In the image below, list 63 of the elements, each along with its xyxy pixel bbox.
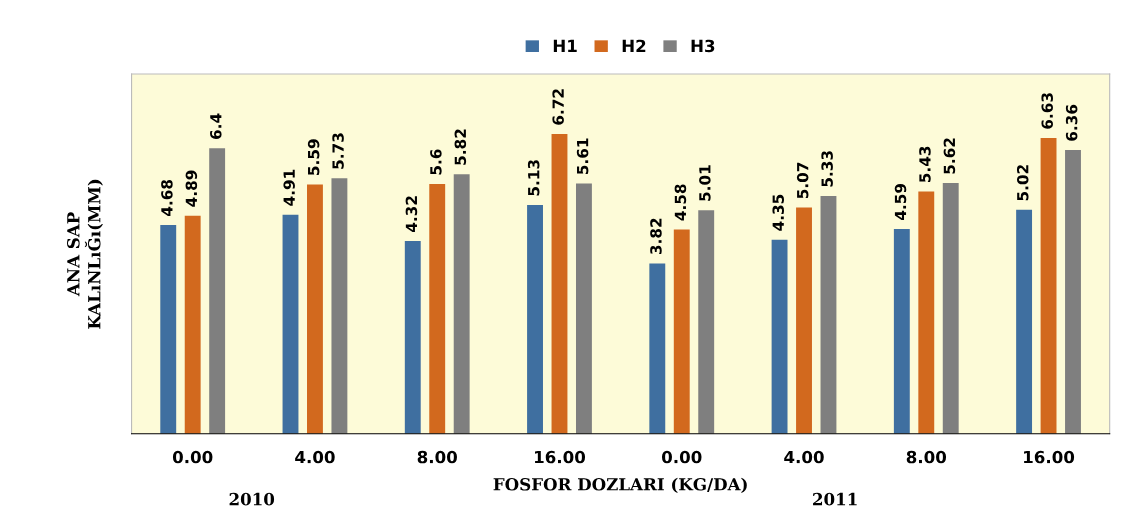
data-label: 4.89 [185,170,198,207]
x-tick-label: 16.00 [1024,450,1075,464]
bar [331,178,348,434]
bar [282,214,299,434]
data-label: 5.43 [919,146,931,183]
bar [429,183,446,434]
bar [160,225,177,434]
data-label: 4.35 [772,194,784,231]
data-label: 5.61 [576,138,589,175]
x-tick-label: 4.00 [784,450,824,464]
bar [796,207,812,434]
data-label: 5.33 [821,151,833,187]
bar [527,204,543,434]
bar [893,229,910,434]
data-label: 6.72 [552,89,564,125]
bar [1040,138,1057,434]
bar [771,239,788,434]
data-label: 4.32 [405,196,418,233]
data-label: 4.59 [894,183,907,221]
data-label: 4.68 [161,179,173,216]
text: 2011 [813,492,857,506]
data-label: 5.62 [943,138,956,174]
bar [575,183,592,434]
bar [673,229,690,434]
data-label: 6.4 [210,113,222,140]
data-label: 5.82 [454,129,467,165]
x-tick-label: 0.00 [172,450,213,464]
data-label: 5.13 [527,160,540,196]
data-label: 5.59 [307,139,320,175]
bar [1016,209,1033,434]
data-label: 5.02 [1016,165,1029,201]
bar [820,196,837,434]
bar [1065,150,1081,434]
bar [209,148,226,434]
data-label: 5.73 [332,133,344,169]
data-label: 6.36 [1065,104,1078,141]
x-axis-title: FOSFOR DOZLARI (KG/DA) [493,477,747,493]
bar [404,241,421,434]
data-label: 5.07 [796,162,809,199]
bar [184,215,201,434]
bar [698,210,715,434]
text: 2010 [229,492,275,506]
data-label: 3.82 [650,218,662,255]
x-tick-label: 16.00 [535,450,586,464]
y-axis-title: ANA SAP KALıNLıĞı(MM) [67,179,103,329]
bar [307,184,323,434]
data-label: 5.6 [430,149,442,175]
x-tick-label: 4.00 [295,450,335,464]
data-label: 4.58 [674,184,687,221]
data-label: 6.63 [1041,93,1053,129]
legend-label: H2 [622,39,646,52]
x-tick-label: 8.00 [417,450,457,464]
x-tick-label: 8.00 [906,450,947,464]
bar [551,134,568,434]
data-label: 4.91 [283,169,295,206]
legend-label: H3 [691,39,715,53]
bar [942,183,959,434]
bar [918,191,935,434]
bar [649,263,666,434]
bar [453,174,470,434]
x-tick-label: 0.00 [661,450,702,464]
data-label: 5.01 [699,165,711,201]
legend-label: H1 [553,39,577,52]
